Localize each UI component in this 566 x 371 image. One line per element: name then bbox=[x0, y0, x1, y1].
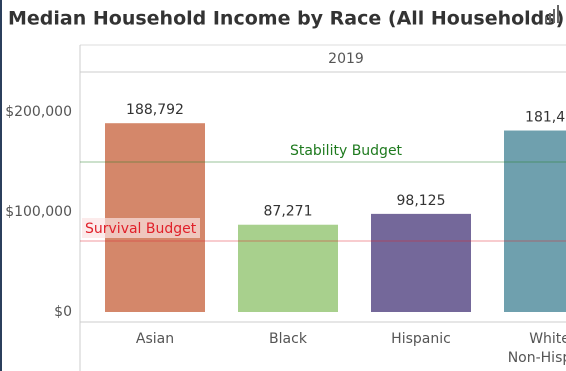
data-label: 98,125 bbox=[397, 193, 446, 209]
x-tick-label: Asian bbox=[136, 331, 174, 347]
x-tick-label: White, Non-Hispanic bbox=[508, 331, 566, 366]
y-tick-label: $100,000 bbox=[5, 204, 72, 220]
reference-label: Survival Budget bbox=[85, 221, 197, 237]
column-header: 2019 bbox=[328, 51, 364, 67]
x-tick-label-line: White, bbox=[529, 331, 566, 347]
x-tick-label: Black bbox=[269, 331, 308, 347]
y-tick-label: $0 bbox=[54, 304, 72, 320]
y-tick-label: $200,000 bbox=[5, 104, 72, 120]
bar bbox=[238, 224, 338, 312]
data-label: 181,470 bbox=[525, 110, 566, 126]
x-tick-label: Hispanic bbox=[391, 331, 451, 347]
data-label: 87,271 bbox=[264, 204, 313, 220]
bar bbox=[504, 130, 566, 312]
toolbar-icon[interactable] bbox=[545, 5, 559, 23]
reference-label: Stability Budget bbox=[290, 143, 403, 159]
chart-title: Median Household Income by Race (All Hou… bbox=[8, 8, 564, 30]
reference-label-bg bbox=[82, 218, 200, 238]
data-label: 188,792 bbox=[126, 102, 184, 118]
left-border bbox=[0, 0, 2, 371]
bar bbox=[105, 123, 205, 312]
bar bbox=[371, 213, 471, 312]
x-tick-label-line: Non-Hispanic bbox=[508, 350, 566, 366]
